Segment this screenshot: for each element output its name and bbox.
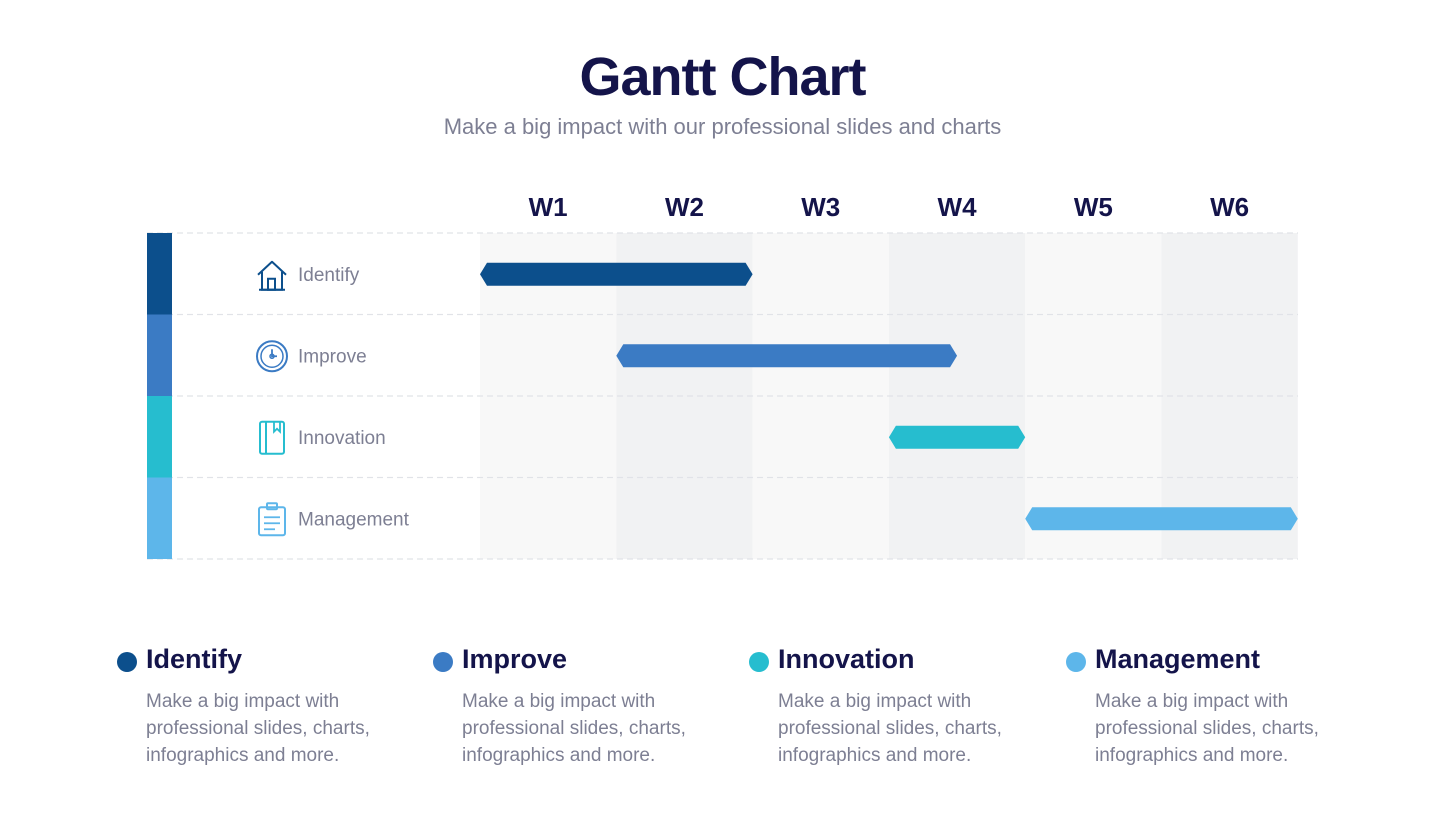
row-color-strip — [147, 396, 172, 478]
row-color-strip — [147, 314, 172, 396]
gantt-bar-innovation — [888, 425, 1026, 449]
week-label-w2: W2 — [665, 192, 704, 222]
task-label-identify: Identify — [298, 265, 360, 286]
gantt-bar-identify — [480, 262, 753, 286]
legend-title: Identify — [146, 644, 243, 674]
clock-icon — [256, 340, 288, 373]
week-label-w3: W3 — [801, 192, 840, 222]
gantt-bar-management — [1025, 507, 1298, 531]
book-icon — [259, 420, 285, 455]
legend-dot — [433, 652, 453, 672]
gantt-chart: W1 W2 W3 W4 W5 W6 Identify Improve Innovation Man… — [147, 192, 1298, 560]
legend-dot — [117, 652, 137, 672]
legend-description: Make a big impact with professional slid… — [462, 691, 686, 766]
legend-description: Make a big impact with professional slid… — [778, 691, 1002, 766]
legend-dot — [1066, 652, 1086, 672]
week-label-w4: W4 — [938, 192, 978, 222]
page-subtitle: Make a big impact with our professional … — [443, 114, 1002, 139]
page-title: Gantt Chart — [579, 47, 867, 107]
task-label-management: Management — [298, 509, 410, 530]
legend-title: Management — [1095, 644, 1261, 674]
row-color-strip — [147, 233, 172, 315]
row-color-strip — [147, 477, 172, 559]
week-label-w5: W5 — [1074, 192, 1113, 222]
gantt-bar-improve — [616, 344, 958, 368]
legend-title: Improve — [462, 644, 568, 674]
legend-description: Make a big impact with professional slid… — [146, 691, 370, 766]
task-label-improve: Improve — [298, 346, 367, 367]
clipboard-icon — [258, 502, 286, 537]
task-label-innovation: Innovation — [298, 428, 386, 449]
week-label-w1: W1 — [529, 192, 568, 222]
legend-dot — [749, 652, 769, 672]
house-icon — [257, 260, 287, 291]
week-label-w6: W6 — [1210, 192, 1249, 222]
legend-title: Innovation — [778, 644, 915, 674]
legend-description: Make a big impact with professional slid… — [1095, 691, 1319, 766]
